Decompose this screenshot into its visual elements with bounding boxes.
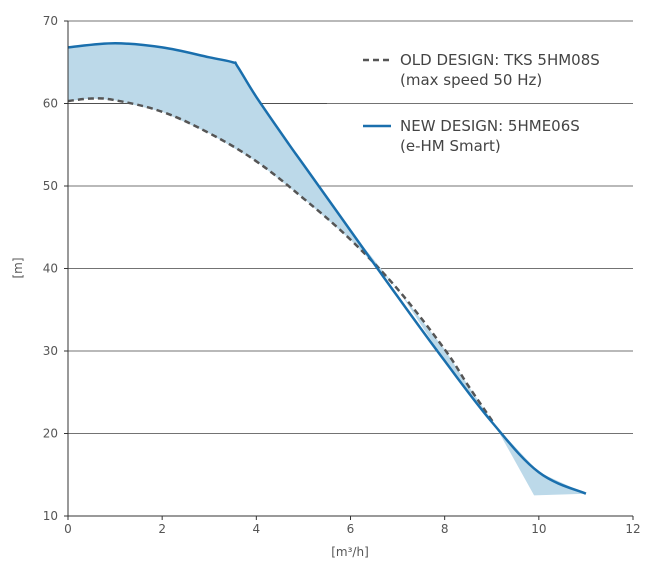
legend-old-label: OLD DESIGN: TKS 5HM08S	[400, 51, 600, 69]
y-tick-label-70: 70	[43, 14, 58, 28]
series-lines	[67, 42, 587, 495]
shaded-area	[68, 43, 586, 496]
y-tick-label-10: 10	[43, 509, 58, 523]
series-new-design-line	[67, 42, 587, 495]
x-tick-label-0: 0	[64, 522, 72, 536]
y-tick-label-30: 30	[43, 344, 58, 358]
series-old-design-line	[67, 97, 496, 425]
y-tick-label-60: 60	[43, 97, 58, 111]
x-tick-label-6: 6	[347, 522, 355, 536]
legend-new-label: NEW DESIGN: 5HME06S	[400, 117, 580, 135]
y-tick-label-50: 50	[43, 179, 58, 193]
y-tick-labels: 10 20 30 40 50 60 70	[43, 14, 68, 523]
legend-old-sublabel: (max speed 50 Hz)	[400, 71, 542, 89]
x-tick-label-10: 10	[531, 522, 546, 536]
shaded-region	[68, 43, 586, 496]
x-tick-label-4: 4	[253, 522, 261, 536]
legend-new-sublabel: (e-HM Smart)	[400, 137, 501, 155]
y-axis-label: [m]	[11, 257, 25, 278]
x-tick-label-8: 8	[441, 522, 449, 536]
x-tick-label-12: 12	[625, 522, 640, 536]
x-axis-label: [m³/h]	[331, 545, 369, 559]
y-tick-label-20: 20	[43, 427, 58, 441]
y-tick-label-40: 40	[43, 262, 58, 276]
x-tick-labels: 0 2 4 6 8 10 12	[64, 516, 641, 536]
x-tick-label-2: 2	[158, 522, 166, 536]
legend: OLD DESIGN: TKS 5HM08S (max speed 50 Hz)…	[363, 51, 600, 155]
